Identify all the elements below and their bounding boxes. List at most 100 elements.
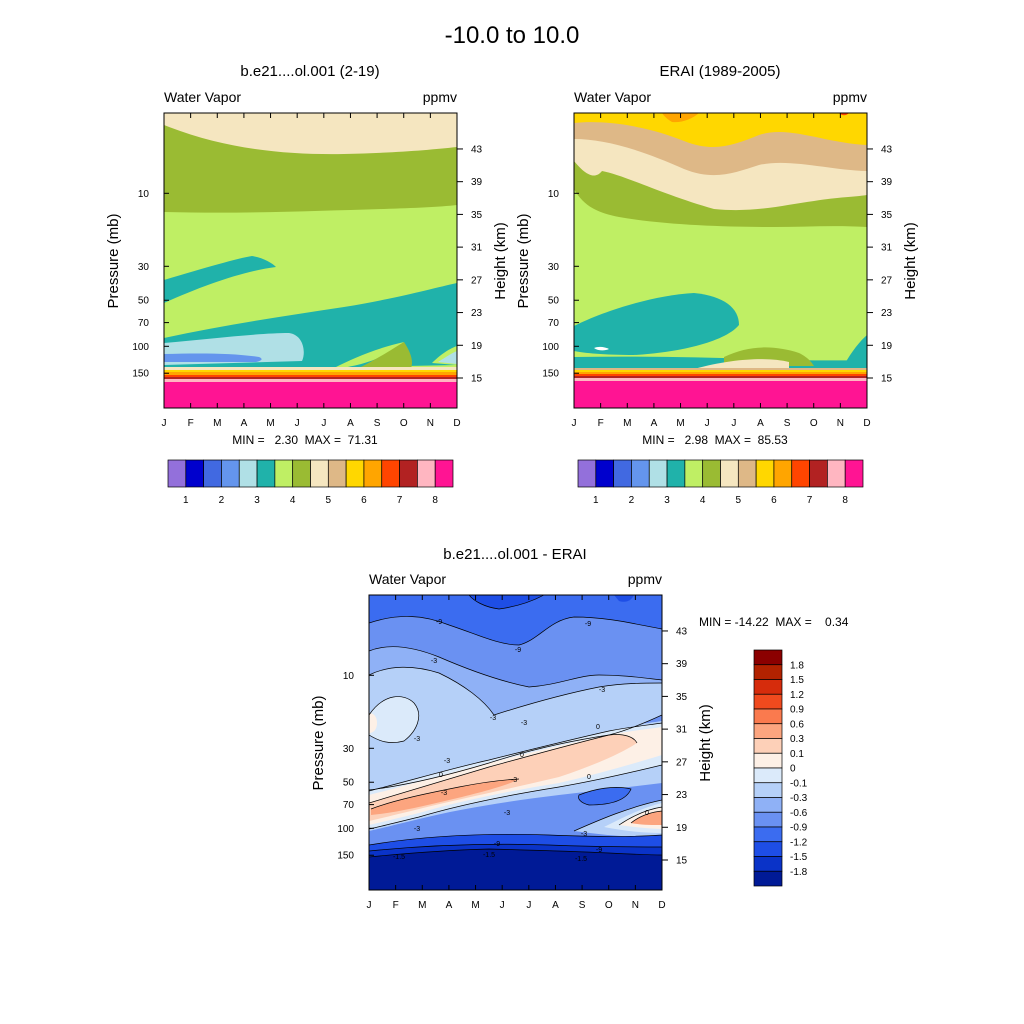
y-axis-pressure: 10 30 50 70 100 150 <box>337 671 374 862</box>
contour-label: 0 <box>645 810 649 817</box>
x-tick-label: J <box>572 418 577 429</box>
contour-band <box>164 377 457 379</box>
colorbar-swatch <box>753 738 783 754</box>
x-tick-label: N <box>632 900 639 911</box>
height-tick-label: 43 <box>881 144 893 155</box>
colorbar-label: 8 <box>432 495 438 506</box>
pressure-tick-label: 30 <box>548 262 560 273</box>
colorbar-label: -0.3 <box>790 793 808 804</box>
contour-band <box>164 372 457 375</box>
plot-area: -9 -9 -9 -3 -3 -3 -3 -3 -3 -3 -3 -3 0 0 … <box>369 595 662 890</box>
colorbar-label: 7 <box>397 495 403 506</box>
x-tick-label: M <box>623 418 631 429</box>
variable-label: Water Vapor <box>369 571 446 587</box>
contour-label: -9 <box>585 621 591 628</box>
colorbar-swatch <box>417 459 436 488</box>
units-label: ppmv <box>423 89 457 105</box>
y-axis-height: 43 39 35 31 27 23 19 15 <box>457 144 483 385</box>
colorbar-label: 6 <box>771 495 777 506</box>
colorbar-label: 5 <box>326 495 332 506</box>
colorbar-label: -0.1 <box>790 778 808 789</box>
contour-line <box>369 764 662 830</box>
colorbar-swatch <box>753 811 783 828</box>
pressure-tick-label: 50 <box>138 296 150 307</box>
contour-line <box>630 810 662 824</box>
colorbar-label: 6 <box>361 495 367 506</box>
x-tick-label: J <box>500 900 505 911</box>
contour-band <box>469 595 544 609</box>
colorbar-swatch <box>753 708 783 725</box>
y2-axis-label: Height (km) <box>697 704 714 782</box>
pressure-tick-label: 100 <box>337 824 354 835</box>
colorbar-swatch <box>310 459 329 488</box>
height-tick-label: 39 <box>676 659 688 670</box>
variable-label: Water Vapor <box>574 89 651 105</box>
contour-band <box>574 374 867 377</box>
pressure-tick-label: 100 <box>542 342 559 353</box>
height-tick-label: 43 <box>471 144 483 155</box>
pressure-tick-label: 50 <box>343 778 355 789</box>
x-tick-label: N <box>427 418 434 429</box>
colorbar-label: -0.9 <box>790 823 808 834</box>
colorbar-label: -1.2 <box>790 837 808 848</box>
y-axis-label: Pressure (mb) <box>515 213 532 308</box>
colorbar-label: -0.6 <box>790 808 808 819</box>
contour-label: -9 <box>515 647 521 654</box>
contour-line <box>369 722 662 792</box>
contour-line <box>369 848 662 858</box>
panel-model: b.e21....ol.001 (2-19) Water Vapor ppmv … <box>105 63 509 506</box>
x-tick-label: M <box>266 418 274 429</box>
pressure-tick-label: 30 <box>343 744 355 755</box>
x-tick-label: A <box>446 900 453 911</box>
colorbar-label: 1.8 <box>790 660 804 671</box>
contour-label: -3 <box>414 736 420 743</box>
x-tick-label: O <box>605 900 613 911</box>
contour-label: 0 <box>587 774 591 781</box>
colorbar-swatch <box>737 459 757 488</box>
colorbar-label: -1.5 <box>790 852 808 863</box>
x-tick-label: S <box>579 900 586 911</box>
colorbar-label: 3 <box>664 495 670 506</box>
colorbar-swatch <box>185 459 204 488</box>
panel-erai: ERAI (1989-2005) Water Vapor ppmv <box>515 63 919 506</box>
colorbar-swatch <box>399 459 418 488</box>
colorbar-swatch <box>595 459 614 488</box>
colorbar: 1.8 1.5 1.2 0.9 0.6 0.3 0.1 0 -0.1 -0.3 -0.6 -0.9 -1… <box>753 649 808 887</box>
height-tick-label: 19 <box>676 823 688 834</box>
colorbar-swatch <box>755 459 775 488</box>
height-tick-label: 15 <box>881 374 893 385</box>
x-tick-label: M <box>471 900 479 911</box>
colorbar-swatch <box>753 826 783 843</box>
pressure-tick-label: 100 <box>132 342 149 353</box>
pressure-tick-label: 10 <box>343 671 355 682</box>
x-tick-label: D <box>863 418 870 429</box>
x-tick-label: A <box>347 418 354 429</box>
contour-label: 0 <box>520 752 524 759</box>
height-tick-label: 15 <box>676 856 688 867</box>
pressure-tick-label: 70 <box>343 800 355 811</box>
pressure-tick-label: 70 <box>138 318 150 329</box>
y-axis-pressure: 10 30 50 70 100 150 <box>542 189 579 380</box>
panel-difference: b.e21....ol.001 - ERAI Water Vapor ppmv <box>310 546 849 911</box>
colorbar-label: 1 <box>593 495 599 506</box>
colorbar-swatch <box>292 459 311 488</box>
contour-band <box>359 342 413 368</box>
pressure-tick-label: 30 <box>138 262 150 273</box>
height-tick-label: 43 <box>676 626 688 637</box>
height-tick-label: 15 <box>471 374 483 385</box>
colorbar-swatch <box>577 459 597 488</box>
colorbar-swatch <box>753 870 783 887</box>
plot-frame <box>573 112 868 409</box>
contour-band <box>164 367 457 371</box>
contour-line <box>369 714 662 791</box>
x-tick-label: F <box>598 418 604 429</box>
colorbar-label: 2 <box>629 495 635 506</box>
x-tick-label: F <box>188 418 194 429</box>
colorbar-swatch <box>434 459 454 488</box>
x-tick-label: N <box>837 418 844 429</box>
x-tick-label: F <box>393 900 399 911</box>
contour-line <box>369 833 662 846</box>
colorbar-label: 7 <box>807 495 813 506</box>
contour-band <box>164 382 457 408</box>
